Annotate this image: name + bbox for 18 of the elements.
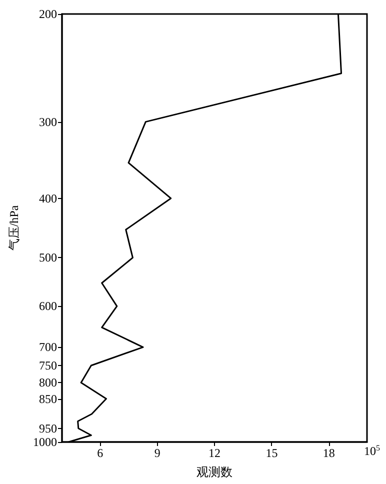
x-tick-label: 9 xyxy=(154,446,160,460)
y-tick-label: 600 xyxy=(39,299,57,314)
y-tick-label: 1000 xyxy=(33,435,57,449)
y-tick-label: 950 xyxy=(39,421,57,436)
y-tick-label: 750 xyxy=(39,358,57,372)
x-tick-label: 6 xyxy=(97,446,104,460)
y-tick-label: 200 xyxy=(39,7,57,21)
x-tick-label: 15 xyxy=(266,446,278,460)
y-tick-label: 700 xyxy=(39,340,57,354)
y-tick-label: 800 xyxy=(39,376,57,390)
y-axis-title: 气压/hPa xyxy=(7,204,21,251)
x-axis-title: 观测数 xyxy=(196,465,232,479)
y-tick-label: 850 xyxy=(39,392,57,406)
y-tick-label: 300 xyxy=(39,114,57,129)
y-tick-label: 500 xyxy=(39,250,57,265)
y-tick-label: 400 xyxy=(39,191,57,206)
x-tick-label: 12 xyxy=(208,446,220,460)
x-tick-label: 18 xyxy=(322,446,335,460)
